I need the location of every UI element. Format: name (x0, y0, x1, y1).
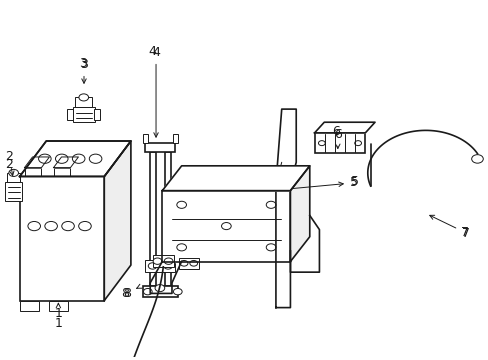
Circle shape (278, 194, 293, 205)
Text: 3: 3 (79, 57, 86, 70)
Circle shape (148, 263, 157, 269)
Polygon shape (162, 191, 290, 261)
Circle shape (155, 284, 164, 292)
Circle shape (318, 141, 325, 145)
Circle shape (173, 288, 182, 295)
Polygon shape (314, 122, 374, 133)
Circle shape (28, 221, 41, 231)
Bar (53, 168, 70, 176)
Bar (94, 109, 100, 120)
Bar (67, 109, 73, 120)
Circle shape (9, 169, 19, 176)
Circle shape (265, 244, 275, 251)
Text: 2: 2 (5, 150, 14, 175)
Text: 4: 4 (152, 46, 160, 137)
Text: 3: 3 (80, 58, 88, 83)
Circle shape (221, 222, 231, 230)
Circle shape (153, 258, 162, 264)
Bar (314, 133, 365, 153)
Circle shape (354, 141, 361, 145)
Bar (5, 182, 22, 201)
Circle shape (471, 155, 482, 163)
Polygon shape (20, 141, 131, 176)
Bar (179, 258, 198, 269)
Text: 7: 7 (461, 227, 469, 240)
Circle shape (189, 260, 197, 266)
Circle shape (72, 154, 85, 163)
Text: 8: 8 (121, 287, 129, 300)
Bar (75, 98, 92, 107)
Text: 6: 6 (333, 127, 341, 148)
Bar (164, 152, 170, 286)
Circle shape (79, 94, 88, 101)
Bar (73, 107, 95, 122)
Bar (142, 286, 178, 297)
Polygon shape (53, 157, 78, 168)
Text: 7: 7 (429, 215, 468, 239)
Circle shape (61, 221, 74, 231)
Text: 5: 5 (350, 175, 358, 188)
Circle shape (164, 258, 173, 264)
Bar (145, 143, 175, 152)
Text: 2: 2 (5, 158, 13, 171)
Polygon shape (24, 157, 49, 168)
Text: 6: 6 (332, 125, 340, 138)
Circle shape (89, 154, 102, 163)
Bar (142, 134, 147, 143)
Circle shape (79, 221, 91, 231)
Circle shape (45, 221, 57, 231)
Polygon shape (275, 109, 296, 307)
Bar (145, 260, 175, 272)
Bar (7, 173, 20, 182)
Bar (20, 301, 39, 311)
Bar (49, 301, 68, 311)
Polygon shape (162, 166, 309, 191)
Polygon shape (290, 166, 309, 261)
Circle shape (55, 154, 68, 163)
Bar (173, 134, 178, 143)
Text: 1: 1 (54, 317, 62, 330)
Circle shape (39, 154, 51, 163)
Circle shape (177, 244, 186, 251)
Bar (152, 256, 174, 267)
Text: 8: 8 (122, 284, 142, 300)
Circle shape (277, 249, 290, 260)
Text: 5: 5 (291, 176, 357, 189)
Text: 4: 4 (148, 45, 156, 58)
Circle shape (177, 201, 186, 208)
Bar (150, 152, 156, 286)
Bar (20, 176, 104, 301)
Circle shape (143, 288, 152, 295)
Polygon shape (104, 141, 131, 301)
Circle shape (163, 263, 172, 269)
Text: 1: 1 (54, 303, 62, 320)
Circle shape (180, 260, 187, 266)
Circle shape (265, 201, 275, 208)
Bar (24, 168, 41, 176)
